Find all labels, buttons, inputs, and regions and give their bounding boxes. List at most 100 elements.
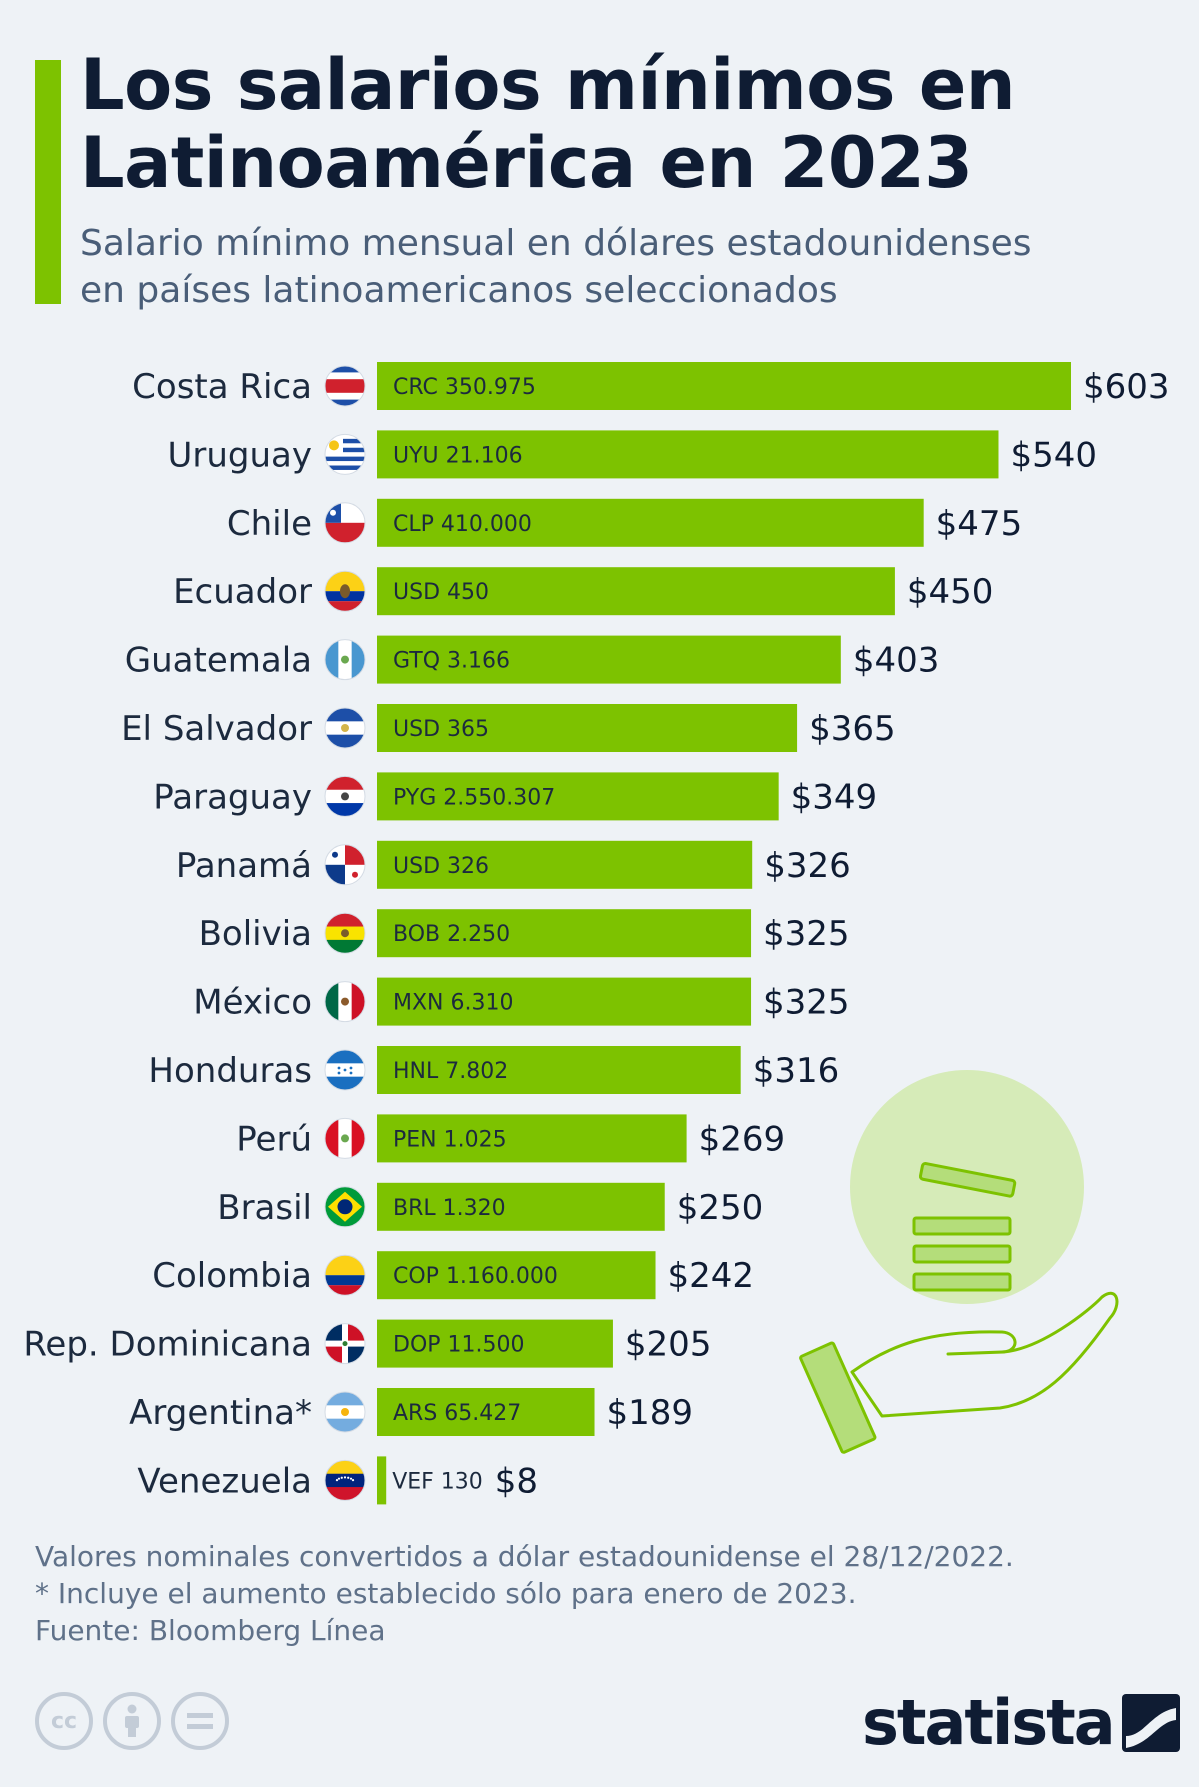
value-label: $365 [809, 709, 896, 749]
category-label: México [193, 983, 312, 1023]
bar-row: Brasil BRL 1.320 $250 [217, 1182, 764, 1231]
local-currency-label: PYG 2.550.307 [393, 785, 555, 810]
value-label: $189 [607, 1393, 694, 1433]
category-label: Argentina* [129, 1393, 312, 1433]
dominican-republic-flag-icon [325, 1323, 365, 1364]
costa-rica-flag-icon [325, 366, 365, 406]
local-currency-label: BOB 2.250 [393, 922, 510, 947]
local-currency-label: BRL 1.320 [393, 1196, 506, 1221]
local-currency-label: MXN 6.310 [393, 991, 513, 1016]
category-label: Chile [227, 504, 312, 544]
bar [377, 704, 798, 752]
value-label: $205 [625, 1325, 712, 1365]
local-currency-label: USD 365 [393, 717, 489, 742]
bolivia-flag-icon [325, 913, 365, 954]
bar [377, 840, 753, 889]
attribution-icon[interactable] [103, 1692, 161, 1750]
bar [377, 1182, 665, 1231]
bar-row: Paraguay PYG 2.550.307 $349 [153, 772, 878, 821]
bar-row: Rep. Dominicana DOP 11.500 $205 [23, 1319, 712, 1368]
el-salvador-flag-icon [325, 708, 365, 748]
creative-commons-icon[interactable]: cc [35, 1692, 93, 1750]
title-line-1: Los salarios mínimos en [80, 44, 1016, 126]
bar-row: Panamá USD 326 $326 [176, 840, 851, 889]
value-label: $475 [936, 504, 1023, 544]
bar-row: Honduras HNL 7.802 $316 [148, 1046, 839, 1094]
value-label: $325 [763, 983, 850, 1023]
local-currency-label: ARS 65.427 [393, 1401, 521, 1426]
value-label: $403 [853, 641, 940, 681]
bar [377, 430, 999, 479]
bar [377, 362, 1071, 410]
bar [377, 498, 924, 547]
guatemala-flag-icon [325, 639, 365, 680]
category-label: El Salvador [121, 709, 312, 749]
argentina-flag-icon [325, 1392, 365, 1432]
brand-wordmark: statista [862, 1686, 1116, 1759]
title-accent-bar [35, 60, 61, 304]
colombia-flag-icon [325, 1255, 365, 1296]
hand-with-coins-icon [799, 1070, 1119, 1454]
bar [377, 1456, 387, 1505]
value-label: $325 [763, 914, 850, 954]
local-currency-label: UYU 21.106 [393, 443, 523, 468]
category-label: Brasil [217, 1188, 312, 1228]
value-label: $250 [677, 1188, 764, 1228]
value-label: $349 [791, 777, 878, 817]
no-derivatives-icon[interactable] [171, 1692, 229, 1750]
category-label: Honduras [148, 1051, 312, 1091]
footnotes: Valores nominales convertidos a dólar es… [35, 1538, 1014, 1649]
venezuela-flag-icon [325, 1460, 365, 1501]
local-currency-label: USD 326 [393, 854, 489, 879]
bar [377, 909, 752, 958]
category-label: Bolivia [199, 914, 312, 954]
page-title: Los salarios mínimos en Latinoamérica en… [80, 44, 1016, 204]
brazil-flag-icon [325, 1186, 365, 1227]
bar-row: Uruguay UYU 21.106 $540 [168, 430, 1097, 479]
license-icons: cc [35, 1692, 229, 1750]
bar-row: El Salvador USD 365 $365 [121, 704, 896, 752]
bar [377, 977, 752, 1026]
peru-flag-icon [325, 1118, 365, 1159]
bar-row: Costa Rica CRC 350.975 $603 [132, 362, 1170, 410]
value-label: $269 [699, 1119, 786, 1159]
ecuador-flag-icon [325, 571, 365, 612]
category-label: Venezuela [137, 1461, 312, 1501]
category-label: Colombia [152, 1256, 312, 1296]
bar-row: Perú PEN 1.025 $269 [236, 1114, 786, 1163]
bar [377, 1046, 741, 1094]
local-currency-label: HNL 7.802 [393, 1059, 508, 1084]
value-label: $603 [1083, 367, 1170, 407]
category-label: Paraguay [153, 777, 312, 817]
bar-row: Ecuador USD 450 $450 [173, 567, 994, 616]
subtitle: Salario mínimo mensual en dólares estado… [80, 220, 1140, 314]
bar-row: Venezuela VEF 130 $8 [137, 1456, 538, 1505]
local-currency-label: USD 450 [393, 580, 489, 605]
bar [377, 1388, 595, 1436]
footnote-conversion: Valores nominales convertidos a dólar es… [35, 1540, 1014, 1573]
value-label: $8 [495, 1461, 538, 1501]
bar-row: Bolivia BOB 2.250 $325 [199, 909, 850, 958]
bar-row: Guatemala GTQ 3.166 $403 [125, 635, 940, 684]
bar [377, 1251, 656, 1300]
value-label: $316 [753, 1051, 840, 1091]
bar-chart: Costa Rica CRC 350.975 $603 Uruguay UYU 21.1… [23, 362, 1170, 1505]
value-label: $242 [668, 1256, 755, 1296]
bar [377, 567, 895, 616]
statista-mark-icon [1121, 1694, 1180, 1752]
value-label: $326 [764, 846, 851, 886]
bar-row: Chile CLP 410.000 $475 [227, 498, 1023, 547]
local-currency-label: VEF 130 [392, 1469, 483, 1494]
value-label: $450 [907, 572, 994, 612]
mexico-flag-icon [325, 981, 365, 1022]
local-currency-label: PEN 1.025 [393, 1127, 507, 1152]
value-label: $540 [1010, 435, 1097, 475]
local-currency-label: CRC 350.975 [393, 375, 536, 400]
statista-logo[interactable]: statista [862, 1688, 1180, 1758]
category-label: Uruguay [168, 435, 313, 475]
subtitle-line-1: Salario mínimo mensual en dólares estado… [80, 223, 1032, 264]
bar-row: Colombia COP 1.160.000 $242 [152, 1251, 755, 1300]
category-label: Guatemala [125, 641, 312, 681]
category-label: Ecuador [173, 572, 312, 612]
title-line-2: Latinoamérica en 2023 [80, 122, 973, 204]
